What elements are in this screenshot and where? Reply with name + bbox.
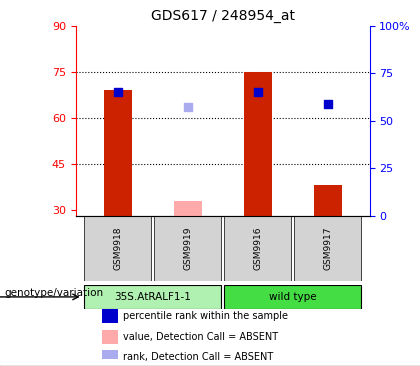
FancyBboxPatch shape xyxy=(84,216,151,281)
Point xyxy=(114,89,121,95)
FancyBboxPatch shape xyxy=(224,216,291,281)
FancyBboxPatch shape xyxy=(224,285,361,309)
Point xyxy=(184,105,191,111)
FancyBboxPatch shape xyxy=(294,216,361,281)
Bar xyxy=(102,288,118,302)
Text: GSM9917: GSM9917 xyxy=(323,227,332,270)
Text: count: count xyxy=(123,290,150,300)
Text: value, Detection Call = ABSENT: value, Detection Call = ABSENT xyxy=(123,332,278,342)
Text: percentile rank within the sample: percentile rank within the sample xyxy=(123,311,288,321)
Text: rank, Detection Call = ABSENT: rank, Detection Call = ABSENT xyxy=(123,352,273,362)
Text: wild type: wild type xyxy=(269,292,316,302)
Text: 35S.AtRALF1-1: 35S.AtRALF1-1 xyxy=(114,292,191,302)
Bar xyxy=(314,185,341,216)
Title: GDS617 / 248954_at: GDS617 / 248954_at xyxy=(151,9,294,23)
Bar xyxy=(244,72,272,216)
Bar xyxy=(102,309,118,323)
Text: GSM9918: GSM9918 xyxy=(113,227,122,270)
Bar xyxy=(173,201,202,216)
FancyBboxPatch shape xyxy=(154,216,221,281)
Bar xyxy=(104,90,131,216)
Text: GSM9916: GSM9916 xyxy=(253,227,262,270)
FancyBboxPatch shape xyxy=(84,285,221,309)
Point xyxy=(254,89,261,95)
Point xyxy=(324,101,331,107)
Bar xyxy=(102,330,118,344)
Text: GSM9919: GSM9919 xyxy=(183,227,192,270)
Text: genotype/variation: genotype/variation xyxy=(4,288,103,298)
Bar xyxy=(102,350,118,364)
